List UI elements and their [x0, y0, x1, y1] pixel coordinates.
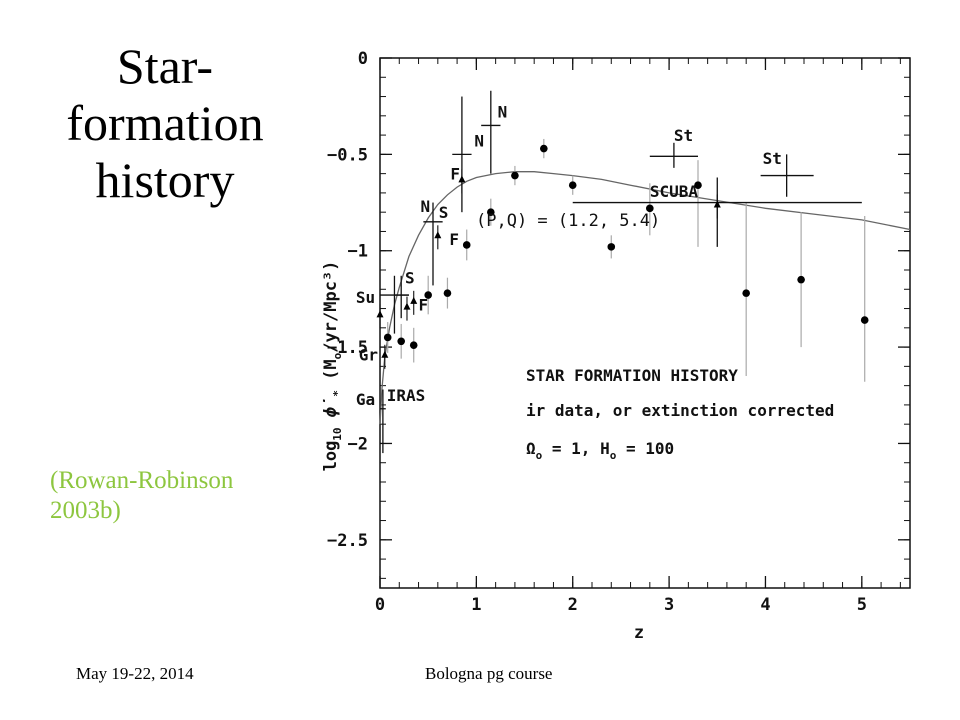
footer-date: May 19-22, 2014 — [76, 664, 194, 683]
triangle-point — [403, 302, 411, 310]
circle-point — [443, 289, 452, 297]
triangle-point — [458, 175, 466, 183]
circle-point — [797, 275, 805, 284]
axes: 0 1 2 3 4 5 0 −0.5 −1 −1.5 −2 −2.5 — [327, 49, 911, 615]
model-curve — [379, 171, 911, 425]
circle-point — [409, 341, 418, 349]
circle-point — [742, 289, 750, 297]
triangle-point — [381, 350, 389, 358]
point-annotation: N — [474, 132, 484, 151]
legend-box: STAR FORMATION HISTORY ir data, or extin… — [526, 366, 834, 462]
legend-omega-sub: o — [536, 449, 543, 462]
point-annotation: S — [405, 268, 415, 287]
y-tick-label: −0.5 — [327, 145, 368, 165]
y-tick-label: −1 — [348, 242, 368, 262]
y-tick-label: −1.5 — [327, 338, 368, 358]
y-label-phi: ϕ̇ — [321, 397, 341, 417]
point-annotation: N — [498, 103, 508, 122]
data-points — [376, 90, 869, 454]
point-annotation: N — [420, 197, 430, 216]
x-tick-label: 0 — [375, 595, 385, 615]
plot-frame — [379, 57, 911, 589]
y-label-star: * — [331, 390, 344, 397]
legend-hubble-sub: o — [610, 449, 617, 462]
triangle-point — [434, 231, 442, 239]
point-annotation: S — [439, 203, 449, 222]
y-label-sub: 10 — [331, 427, 344, 440]
point-annotation: F — [419, 295, 429, 314]
model-label: (P,Q) = (1.2, 5.4) — [476, 211, 660, 231]
y-axis-label: log10 ϕ̇* (Mo/yr/Mpc³) — [321, 261, 344, 472]
y-label-units-rest: /yr/Mpc³) — [321, 261, 341, 353]
slide-title-line-2: formation — [66, 95, 264, 151]
circle-point — [511, 171, 519, 180]
point-annotation: SCUBA — [650, 182, 699, 201]
citation-line-1: (Rowan-Robinson — [50, 467, 234, 494]
footer-course: Bologna pg course — [425, 664, 553, 683]
y-tick-label: −2.5 — [327, 531, 368, 551]
x-tick-label: 2 — [568, 595, 578, 615]
slide-title-line-1: Star- — [116, 38, 214, 94]
x-tick-label: 1 — [471, 595, 481, 615]
triangle-point — [713, 200, 721, 208]
citation: (Rowan-Robinson 2003b) — [50, 466, 310, 526]
circle-point — [646, 204, 654, 213]
circle-point — [383, 333, 392, 342]
circle-point — [568, 181, 577, 189]
circle-point — [694, 181, 702, 189]
circle-point — [487, 208, 495, 216]
circle-point — [462, 241, 471, 249]
slide-title: Star- formation history — [0, 38, 330, 209]
legend-line-1: STAR FORMATION HISTORY — [526, 366, 738, 385]
legend-hubble-value: = 100 — [626, 439, 674, 458]
y-label-units: (M — [321, 359, 341, 379]
circle-point — [397, 337, 405, 346]
citation-line-2: 2003b) — [50, 497, 121, 524]
x-tick-label: 3 — [664, 595, 674, 615]
legend-omega-value: = 1, — [552, 439, 591, 458]
triangle-point — [410, 296, 418, 304]
point-annotation: IRAS — [387, 386, 426, 405]
circle-point — [860, 316, 869, 324]
triangle-point — [376, 310, 384, 318]
y-label-log: log — [321, 441, 341, 472]
legend-hubble: H — [600, 439, 610, 458]
x-axis-label: z — [634, 623, 644, 643]
legend-omega: Ω — [526, 439, 536, 458]
point-annotation: Su — [356, 288, 375, 307]
circle-point — [607, 243, 616, 251]
y-tick-label: 0 — [358, 49, 368, 69]
point-annotation: Gr — [359, 346, 378, 365]
y-label-units-sub: o — [331, 352, 344, 359]
point-annotation: F — [449, 230, 459, 249]
circle-point — [424, 291, 432, 299]
y-tick-label: −2 — [348, 434, 368, 454]
x-tick-label: 5 — [857, 595, 867, 615]
point-annotation: F — [450, 164, 460, 183]
point-annotation: St — [763, 149, 782, 168]
x-tick-label: 4 — [760, 595, 770, 615]
slide-title-line-3: history — [95, 152, 235, 208]
circle-point — [540, 144, 548, 153]
point-annotation: St — [674, 126, 693, 145]
point-annotation: Ga — [356, 390, 375, 409]
model-curve-group — [379, 171, 911, 425]
legend-line-2: ir data, or extinction corrected — [526, 401, 834, 420]
legend-line-3: Ωo = 1, Ho = 100 — [526, 439, 674, 462]
